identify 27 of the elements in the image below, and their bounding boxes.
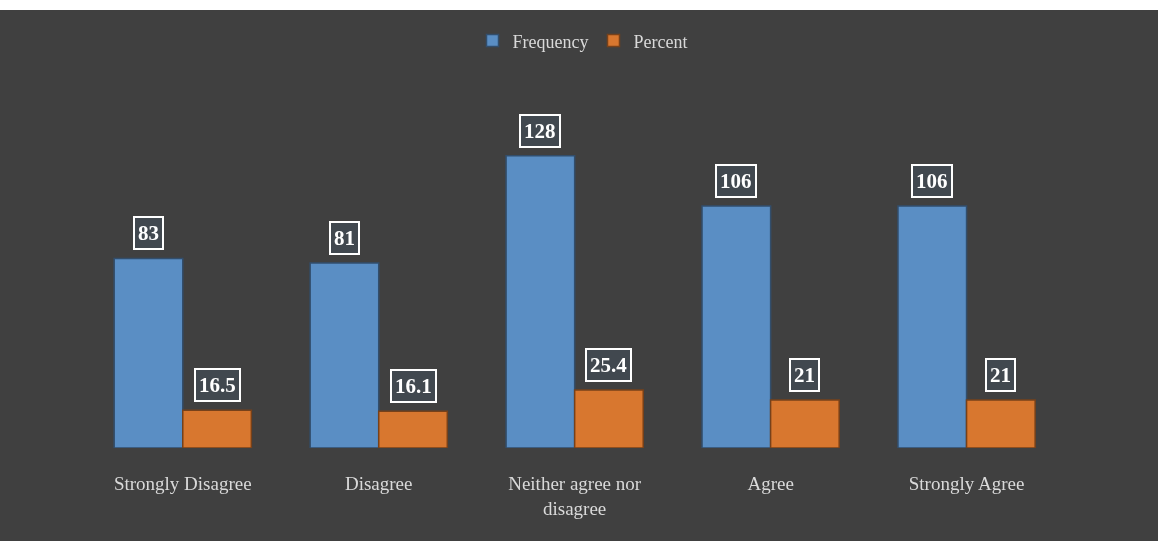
data-label: 25.4 xyxy=(590,353,628,377)
bar xyxy=(377,410,449,448)
bar xyxy=(573,389,644,448)
x-tick-label: Strongly Disagree xyxy=(113,473,252,494)
legend-label: Percent xyxy=(633,31,688,52)
bar xyxy=(769,399,840,448)
data-label: 16.1 xyxy=(395,374,432,398)
data-label: 106 xyxy=(916,169,948,193)
data-label: 16.5 xyxy=(199,373,236,397)
data-label: 83 xyxy=(138,221,159,245)
bar xyxy=(897,205,968,448)
bar xyxy=(505,154,576,448)
legend-label: Frequency xyxy=(512,31,589,52)
x-tick-label: Neither agree nor disagree xyxy=(508,473,642,519)
x-tick-label: Strongly Agree xyxy=(908,473,1025,494)
bar xyxy=(113,257,184,448)
data-label: 21 xyxy=(794,363,815,387)
bar xyxy=(701,205,772,448)
x-tick-label: Agree xyxy=(747,473,794,494)
data-label: 21 xyxy=(990,363,1011,387)
bar xyxy=(965,399,1036,448)
data-label: 128 xyxy=(524,119,556,143)
bar xyxy=(309,262,380,448)
bar xyxy=(182,409,253,448)
data-label: 106 xyxy=(720,169,752,193)
x-tick-label: Disagree xyxy=(344,473,413,494)
data-label: 81 xyxy=(334,226,355,250)
